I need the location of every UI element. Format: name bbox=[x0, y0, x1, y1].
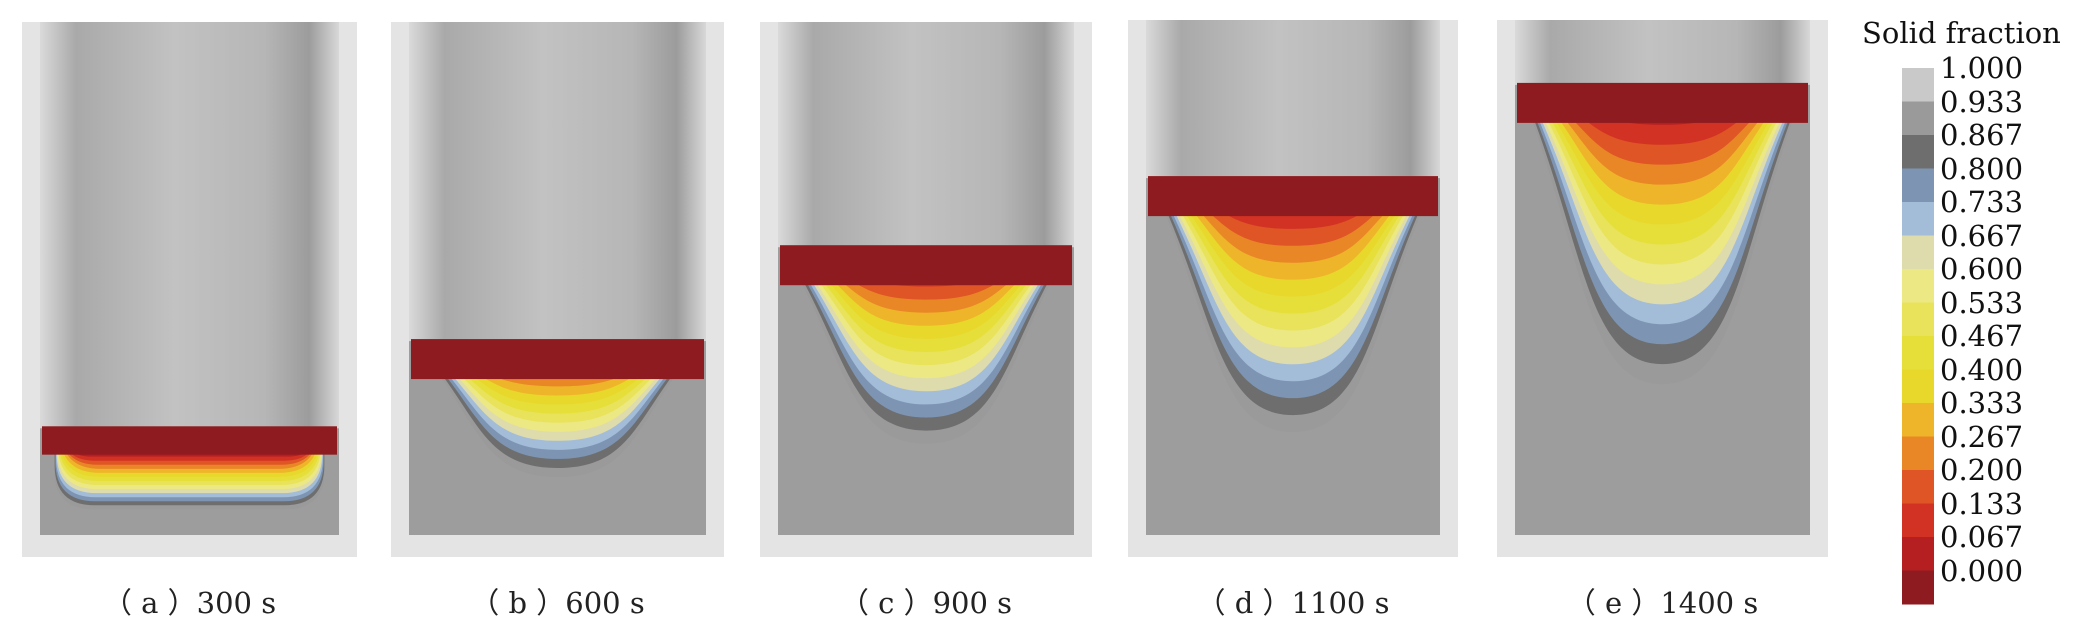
panel-caption: （ c ）900 s bbox=[839, 586, 1013, 620]
legend-tick-label: 0.400 bbox=[1940, 352, 2024, 387]
legend-swatch bbox=[1902, 68, 1934, 102]
legend-tick-label: 0.600 bbox=[1940, 252, 2024, 286]
panel-caption: （ d ）1100 s bbox=[1196, 586, 1390, 620]
panel-caption: （ e ）1400 s bbox=[1566, 586, 1759, 620]
legend-swatch bbox=[1902, 570, 1934, 605]
legend-tick-label: 0.533 bbox=[1940, 285, 2024, 320]
legend-swatch bbox=[1902, 503, 1934, 538]
legend-swatch bbox=[1902, 336, 1934, 370]
panel-b bbox=[391, 22, 724, 557]
legend-tick-label: 0.267 bbox=[1940, 419, 2024, 454]
legend-tick-label: 0.800 bbox=[1940, 151, 2024, 186]
legend-tick-label: 0.000 bbox=[1940, 553, 2024, 588]
legend-tick-label: 1.000 bbox=[1940, 51, 2024, 85]
legend-swatch bbox=[1902, 202, 1934, 236]
panel-c bbox=[760, 22, 1092, 557]
liquid-cap bbox=[42, 426, 337, 455]
legend-tick-label: 0.133 bbox=[1940, 486, 2024, 521]
legend-swatch bbox=[1902, 269, 1934, 303]
legend-tick-label: 0.200 bbox=[1940, 453, 2024, 487]
legend-tick-label: 0.067 bbox=[1940, 520, 2024, 554]
panel-d bbox=[1128, 20, 1458, 557]
legend-title: Solid fraction bbox=[1862, 16, 2061, 50]
panel-caption: （ a ）300 s bbox=[102, 586, 277, 620]
legend-swatch bbox=[1902, 135, 1934, 169]
liquid-cap bbox=[1148, 176, 1438, 217]
panel-a bbox=[22, 22, 357, 557]
legend-tick-label: 0.333 bbox=[1940, 386, 2024, 420]
legend-swatch bbox=[1902, 470, 1934, 504]
legend-tick-label: 0.667 bbox=[1940, 218, 2024, 253]
legend-swatch bbox=[1902, 101, 1934, 136]
legend-swatch bbox=[1902, 369, 1934, 404]
legend-tick-label: 0.933 bbox=[1940, 84, 2024, 119]
legend-tick-label: 0.867 bbox=[1940, 118, 2024, 152]
panel-e bbox=[1497, 20, 1828, 557]
legend-tick-label: 0.733 bbox=[1940, 185, 2024, 219]
liquid-cap bbox=[780, 245, 1072, 286]
panel-caption: （ b ）600 s bbox=[470, 586, 645, 620]
legend-swatch bbox=[1902, 436, 1934, 471]
liquid-cap bbox=[411, 339, 704, 380]
legend-swatch bbox=[1902, 168, 1934, 203]
legend-tick-label: 0.467 bbox=[1940, 319, 2024, 353]
legend-swatch bbox=[1902, 302, 1934, 337]
legend-swatch bbox=[1902, 537, 1934, 571]
liquid-cap bbox=[1517, 82, 1808, 123]
legend-swatch bbox=[1902, 403, 1934, 437]
legend-swatch bbox=[1902, 235, 1934, 270]
